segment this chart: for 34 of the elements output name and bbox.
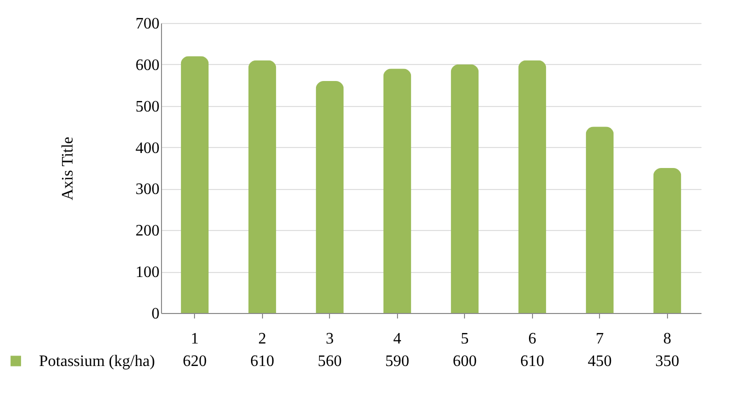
data-label: 610 (520, 353, 544, 370)
data-label: 450 (588, 353, 612, 370)
x-tick-label: 3 (326, 330, 334, 348)
x-tick-label: 5 (460, 330, 469, 348)
bar (450, 64, 479, 313)
y-tick-label: 600 (136, 56, 160, 74)
data-label: 600 (452, 353, 477, 370)
x-tick-label: 1 (190, 330, 199, 348)
bar (653, 168, 682, 313)
y-axis-title: Axis Title (60, 136, 76, 200)
x-tick-label: 7 (596, 330, 604, 348)
bar (518, 60, 546, 313)
y-tick-label: 500 (136, 98, 160, 116)
y-tick-label: 700 (136, 16, 160, 32)
y-tick-label: 100 (136, 264, 160, 282)
x-tick-label: 2 (258, 330, 266, 348)
y-tick-label: 400 (136, 140, 160, 157)
bar (316, 81, 344, 313)
data-label: 560 (318, 353, 342, 370)
bar (383, 68, 412, 313)
y-tick-label: 300 (136, 181, 160, 198)
data-label: 610 (250, 353, 274, 370)
bar (586, 126, 614, 313)
legend-label: Potassium (kg/ha) (39, 353, 155, 370)
bar (180, 56, 209, 313)
data-label: 620 (182, 353, 207, 370)
data-label: 350 (655, 353, 680, 370)
x-tick-label: 8 (663, 330, 672, 348)
x-tick-label: 4 (393, 330, 402, 348)
y-tick-label: 200 (136, 222, 160, 240)
y-tick-label: 0 (152, 306, 160, 322)
bar (248, 60, 276, 313)
x-tick-label: 6 (528, 330, 536, 348)
data-label: 590 (385, 353, 410, 370)
